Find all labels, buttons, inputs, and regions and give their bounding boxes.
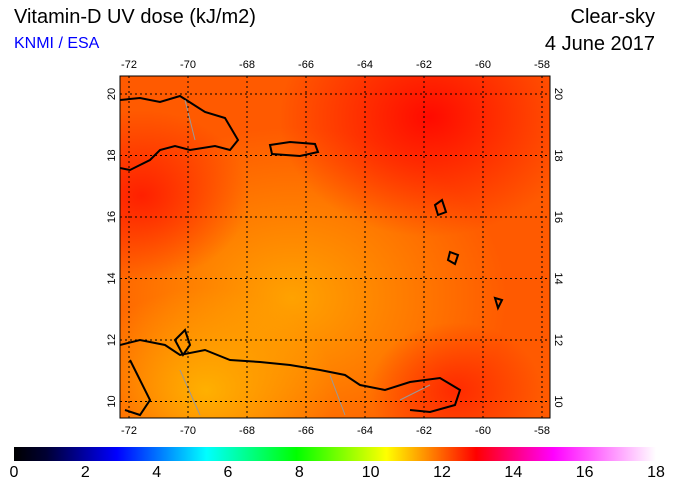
lat-tick-label-left: 10 [106,395,118,407]
lat-tick-label-left: 20 [106,88,118,100]
coastlines [120,94,504,417]
lon-tick-label-bottom: -66 [298,425,314,437]
lon-tick-label-top: -72 [121,59,137,71]
lon-tick-label-top: -58 [534,59,550,71]
colorbar-label: 16 [575,464,594,481]
lon-tick-label-top: -60 [475,59,491,71]
lon-tick-label-bottom: -62 [416,425,432,437]
lat-tick-label-right: 10 [552,395,564,407]
colorbar-label: 0 [9,464,19,481]
lat-tick-label-left: 14 [106,272,118,284]
lat-tick-label-right: 20 [552,88,564,100]
colorbar-label: 2 [80,464,90,481]
lat-tick-label-right: 12 [552,334,564,346]
lon-tick-label-bottom: -68 [239,425,255,437]
map-title: Vitamin-D UV dose (kJ/m2) [14,6,256,28]
colorbar-label: 14 [504,464,523,481]
lon-tick-label-bottom: -70 [180,425,196,437]
uv-dose-map: -72 -72 -70 -70 -68 -68 -66 -66 -64 -64 -62 -62 -60 -… [106,59,564,437]
lat-tick-label-right: 14 [552,272,564,284]
lon-tick-label-bottom: -60 [475,425,491,437]
map-date: 4 June 2017 [544,33,655,55]
colorbar [14,447,656,461]
colorbar-label: 12 [433,464,451,481]
organization-label: KNMI / ESA [14,35,100,52]
map-frame [119,75,551,419]
lon-tick-label-bottom: -58 [534,425,550,437]
lon-tick-label-top: -62 [416,59,432,71]
lon-tick-label-bottom: -64 [357,425,373,437]
colorbar-label: 8 [294,464,304,481]
lon-tick-label-bottom: -72 [121,425,137,437]
lat-tick-label-right: 16 [552,211,564,223]
lon-tick-label-top: -68 [239,59,255,71]
lat-tick-label-left: 18 [106,149,118,161]
colorbar-label: 4 [152,464,162,481]
colorbar-label: 6 [223,464,233,481]
lon-tick-label-top: -70 [180,59,196,71]
lon-tick-label-top: -64 [357,59,373,71]
lat-tick-label-right: 18 [552,149,564,161]
sky-condition: Clear-sky [570,6,655,28]
lat-tick-label-left: 12 [106,334,118,346]
colorbar-label: 18 [647,464,665,481]
lon-tick-label-top: -66 [298,59,314,71]
lat-tick-label-left: 16 [106,211,118,223]
colorbar-label: 10 [361,464,380,481]
